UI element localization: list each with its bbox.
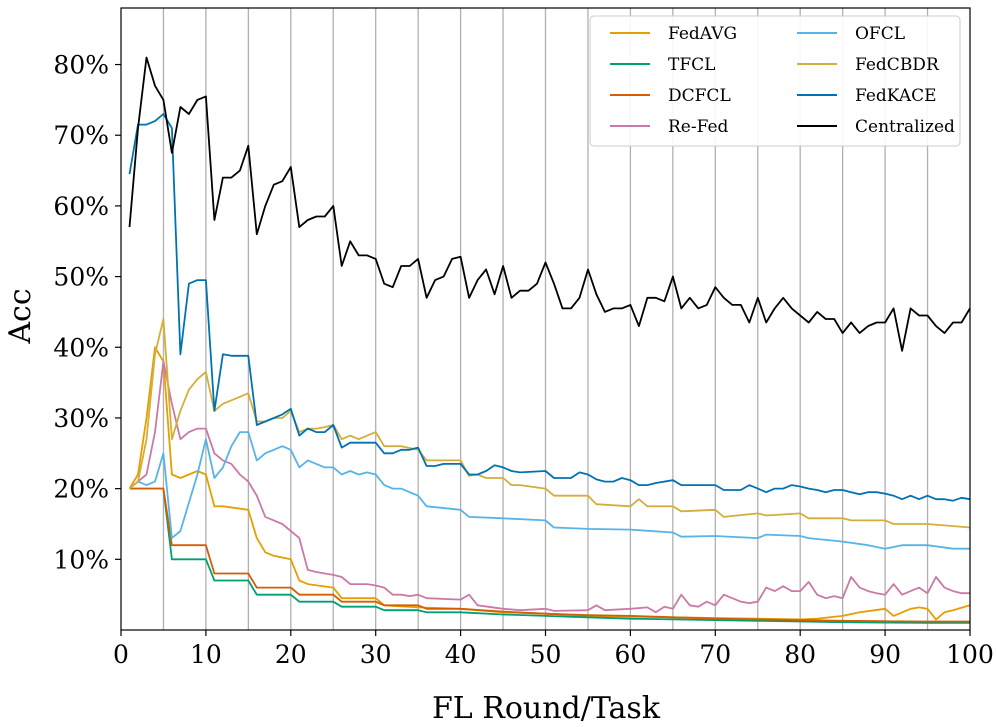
y-tick-label: 80% — [53, 51, 109, 80]
series-line-ofcl — [128, 431, 970, 550]
legend-label-re-fed: Re-Fed — [668, 117, 729, 137]
series-line-centralized — [128, 56, 971, 352]
series-line-tfcl — [129, 487, 970, 624]
x-tick-label: 60 — [614, 640, 646, 669]
x-tick-label: 50 — [530, 640, 562, 669]
legend-label-fedkace: FedKACE — [855, 86, 937, 106]
x-tick-label: 80 — [784, 640, 816, 669]
series-lines — [128, 56, 971, 624]
y-axis-label: Acc — [3, 288, 38, 344]
y-tick-label: 50% — [53, 263, 109, 292]
y-tick-label: 60% — [53, 192, 109, 221]
legend-label-fedavg: FedAVG — [668, 24, 737, 44]
legend-label-fedcbdr: FedCBDR — [855, 55, 940, 75]
x-tick-label: 100 — [946, 640, 994, 669]
x-tick-label: 20 — [275, 640, 307, 669]
x-tick-label: 30 — [360, 640, 392, 669]
legend-label-centralized: Centralized — [855, 117, 955, 137]
legend-box — [589, 15, 961, 147]
x-tick-label: 70 — [699, 640, 731, 669]
y-tick-label: 40% — [53, 333, 109, 362]
x-axis-label: FL Round/Task — [432, 691, 661, 726]
series-line-re-fed — [128, 360, 970, 614]
series-line-dcfcl — [129, 487, 970, 623]
x-tick-label: 90 — [869, 640, 901, 669]
y-tick-label: 10% — [53, 545, 109, 574]
x-tick-label: 0 — [113, 640, 129, 669]
legend-label-ofcl: OFCL — [855, 24, 905, 44]
legend-label-dcfcl: DCFCL — [668, 86, 731, 106]
y-tick-label: 30% — [53, 404, 109, 433]
axes: 0 10 20 30 40 50 60 70 80 90 100 10% 20% 30% 40% 50% 60%… — [53, 51, 993, 669]
y-tick-label: 20% — [53, 475, 109, 504]
y-tick-label: 70% — [53, 121, 109, 150]
series-line-fedavg — [128, 346, 971, 621]
legend: FedAVG TFCL DCFCL Re-Fed OFCL FedCBDR FedKACE C… — [589, 15, 961, 147]
series-line-fedkace — [128, 113, 971, 502]
legend-label-tfcl: TFCL — [668, 55, 715, 75]
x-tick-label: 10 — [190, 640, 222, 669]
series-line-fedcbdr — [128, 318, 971, 529]
x-tick-label: 40 — [445, 640, 477, 669]
